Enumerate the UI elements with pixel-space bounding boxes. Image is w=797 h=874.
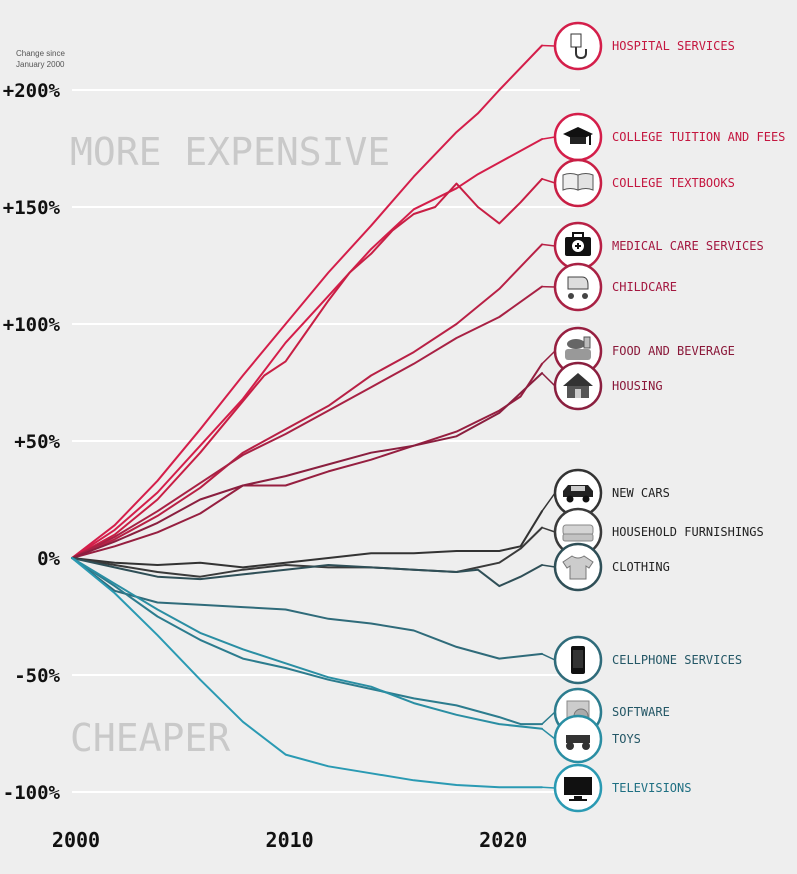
series-line-televisions [71,557,543,789]
series-label-new-cars: NEW CARS [612,486,670,500]
end-label-badges: HOSPITAL SERVICES COLLEGE TUITION AND FEE… [553,21,785,813]
series-label-toys: TOYS [612,732,641,746]
note-line-1: Change since [16,49,65,58]
x-axis: 2000 2010 2020 [52,828,527,852]
stroller-icon [567,276,589,299]
series-line-hospital-services [71,44,543,559]
food-icon [565,336,591,360]
connector-household-furnishings [541,526,556,533]
cellphone-icon [571,646,585,674]
series-label-cellphone-services: CELLPHONE SERVICES [612,653,742,667]
connector-toys [541,728,556,740]
y-tick-label: +50% [14,431,60,453]
y-tick-label: +200% [3,80,61,102]
series-line-clothing [71,557,543,588]
textbook-icon [562,173,594,191]
series-label-clothing: CLOTHING [612,560,670,574]
series-label-software: SOFTWARE [612,705,670,719]
series-label-medical-care-services: MEDICAL CARE SERVICES [612,239,764,253]
connector-college-textbooks [541,178,556,184]
connector-medical-care-services [541,243,556,247]
toys-icon [566,735,590,750]
series-line-medical-care-services [71,243,543,559]
note-line-2: January 2000 [16,60,65,69]
connector-software [541,711,556,725]
series-line-college-textbooks [71,177,543,559]
series-label-hospital-services: HOSPITAL SERVICES [612,39,735,53]
connector-clothing [541,564,556,568]
sofa-icon [562,524,594,542]
series-label-college-textbooks: COLLEGE TEXTBOOKS [612,176,735,190]
graduation-cap-icon [563,127,593,145]
connector-food-and-beverage [541,350,556,365]
connector-hospital-services [541,44,556,47]
zone-label-cheaper: CHEAPER [70,716,230,760]
series-label-college-tuition-and-fees: COLLEGE TUITION AND FEES [612,130,785,144]
series-label-childcare: CHILDCARE [612,280,677,294]
x-tick-label: 2010 [266,828,314,852]
series-line-new-cars [71,510,543,569]
house-icon [563,373,593,398]
shirt-icon [562,555,594,580]
series-line-childcare [71,285,543,559]
connector-new-cars [541,492,556,512]
series-line-household-furnishings [71,526,543,578]
y-tick-label: +150% [3,197,61,219]
gridlines [72,89,580,793]
zone-label-more-expensive: MORE EXPENSIVE [70,130,390,174]
hospital-icon [570,33,587,60]
y-tick-label: 0% [37,548,60,570]
series-label-household-furnishings: HOUSEHOLD FURNISHINGS [612,525,764,539]
series-line-toys [71,557,543,730]
series-line-food-and-beverage [71,362,543,559]
y-tick-label: -50% [14,665,60,687]
y-tick-label: +100% [3,314,61,336]
y-axis: +200% +150% +100% +50% 0% -50% -100% [3,80,61,804]
television-icon [564,777,592,801]
series-label-food-and-beverage: FOOD AND BEVERAGE [612,344,735,358]
series-label-televisions: TELEVISIONS [612,781,691,795]
series-line-housing [71,372,543,559]
car-icon [563,485,593,503]
connector-televisions [541,786,556,789]
series-line-college-tuition-and-fees [71,138,543,559]
series-line-software [71,557,543,726]
series-label-housing: HOUSING [612,379,663,393]
connector-college-tuition-and-fees [541,136,556,140]
connector-cellphone-services [541,653,556,661]
x-tick-label: 2000 [52,828,100,852]
series-line-cellphone-services [71,557,543,660]
medical-kit-icon [565,232,591,256]
label-connectors [541,44,556,789]
x-tick-label: 2020 [479,828,527,852]
connector-housing [541,372,556,387]
series-lines [71,44,543,789]
y-tick-label: -100% [3,782,61,804]
